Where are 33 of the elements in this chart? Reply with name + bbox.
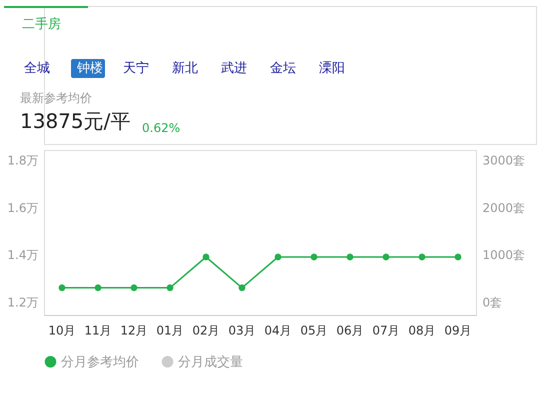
x-tick-label: 12月 bbox=[120, 324, 148, 338]
y2-tick-label: 1000套 bbox=[482, 248, 526, 262]
y2-tick-label: 2000套 bbox=[482, 200, 526, 215]
text: 金坛 bbox=[270, 61, 296, 76]
text: 最新参考均价 bbox=[20, 91, 92, 105]
text: 武进 bbox=[221, 61, 247, 76]
text: 溧阳 bbox=[319, 61, 345, 76]
text: 天宁 bbox=[123, 60, 149, 76]
x-tick-label: 07月 bbox=[372, 324, 400, 338]
y-tick-label: 1.2万 bbox=[7, 295, 38, 310]
x-tick-label: 05月 bbox=[300, 324, 328, 338]
text: 钟楼 bbox=[76, 61, 103, 76]
x-tick-label: 10月 bbox=[48, 324, 76, 338]
text: 全城 bbox=[24, 61, 50, 76]
x-tick-label: 04月 bbox=[264, 324, 292, 338]
x-tick-label: 03月 bbox=[228, 324, 256, 338]
x-tick-label: 01月 bbox=[156, 324, 184, 338]
legend-label: 分月成交量 bbox=[178, 354, 243, 370]
y-tick-label: 1.4万 bbox=[7, 248, 38, 262]
x-tick-label: 11月 bbox=[84, 324, 112, 338]
text: 0.62% bbox=[142, 121, 180, 135]
y-tick-label: 1.6万 bbox=[7, 200, 38, 215]
x-tick-label: 02月 bbox=[192, 324, 220, 338]
legend-label: 分月参考均价 bbox=[61, 354, 139, 370]
y-tick-label: 1.8万 bbox=[7, 153, 38, 168]
x-tick-label: 08月 bbox=[408, 324, 436, 338]
text: 二手房 bbox=[22, 16, 61, 32]
y2-tick-label: 3000套 bbox=[482, 153, 526, 168]
text: 新北 bbox=[172, 61, 198, 76]
text: 13875元/平 bbox=[20, 109, 130, 133]
x-tick-label: 06月 bbox=[336, 324, 364, 338]
y2-tick-label: 0套 bbox=[482, 296, 502, 310]
x-tick-label: 09月 bbox=[444, 324, 472, 338]
